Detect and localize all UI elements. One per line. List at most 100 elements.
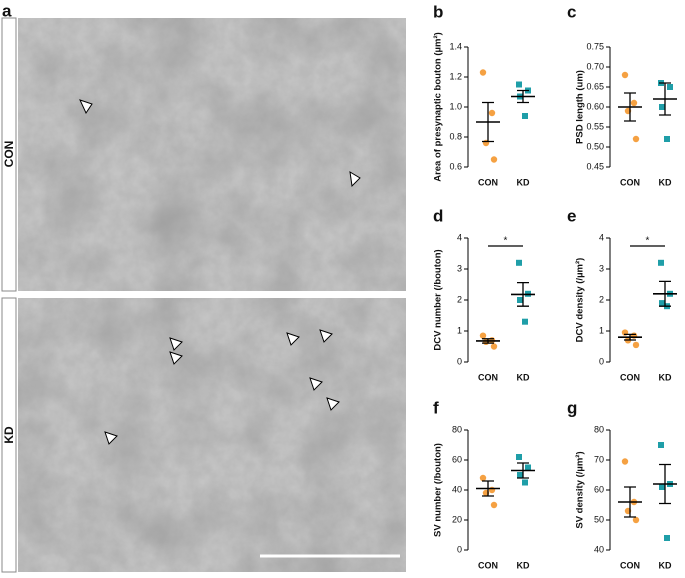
data-point [479,474,487,482]
data-point [630,99,638,107]
error-bar [482,101,494,143]
y-tick-label: 2 [457,294,462,304]
y-tick-label: 0.55 [586,121,604,131]
error-bar [482,338,494,344]
data-point [632,516,640,524]
x-tick-label: CON [620,372,640,382]
y-tick-label: 60 [452,454,462,464]
x-tick-label: CON [478,560,498,570]
data-point [516,454,522,460]
y-tick-label: 0.8 [449,131,462,141]
error-bar [659,82,671,116]
data-point [621,71,629,79]
x-tick-label: KD [659,372,672,382]
data-point [658,259,664,266]
y-axis-label: SV number (/bouton) [433,443,444,537]
x-tick-label: KD [659,560,672,570]
x-tick-label: CON [620,560,640,570]
error-bar [517,462,529,479]
data-point [516,259,522,266]
data-point [479,332,487,339]
y-tick-label: 0 [599,356,604,366]
em-image-kd [18,298,406,572]
data-point [659,484,665,490]
y-axis-label: PSD length (um) [575,70,586,144]
x-tick-label: CON [620,177,640,187]
y-tick-label: 60 [594,484,604,494]
x-tick-label: KD [659,177,672,187]
y-tick-label: 0 [457,544,462,554]
error-bar [624,92,636,122]
data-point [664,535,670,541]
row-label-box [1,297,17,573]
panel-letter: b [433,2,443,21]
significance-label: * [504,236,508,247]
y-tick-label: 0.6 [449,161,462,171]
x-tick-label: KD [517,177,530,187]
data-point [479,69,487,76]
y-axis-label: DCV number (/bouton) [433,249,444,350]
y-tick-label: 80 [452,424,462,434]
em-image-con [18,18,406,291]
panel-letter: e [567,206,576,225]
y-tick-label: 3 [457,263,462,273]
data-point [621,458,629,465]
y-axis-label: DCV density (/µm²) [575,258,586,343]
data-point [664,136,670,142]
error-bar [482,480,494,497]
y-tick-label: 4 [457,232,462,242]
y-tick-label: 1.2 [449,71,462,81]
row-label-box [1,17,17,292]
error-bar [517,281,529,307]
data-point [632,341,640,349]
data-point [490,156,498,163]
data-point [490,343,498,350]
data-point [517,297,523,303]
panel-letter: a [2,1,12,20]
y-tick-label: 1 [599,325,604,335]
y-axis-label: Area of presynaptic bouton (µm²) [433,32,444,182]
data-point [522,479,528,486]
y-tick-label: 3 [599,263,604,273]
y-tick-label: 0.50 [586,141,604,151]
panel-letter: f [433,398,439,417]
row-label: KD [2,426,16,444]
panel-letter: d [433,206,443,225]
error-bar [659,280,671,307]
x-tick-label: CON [478,177,498,187]
data-point [525,464,531,471]
panel-letter: c [567,2,576,21]
x-tick-label: CON [478,372,498,382]
x-tick-label: KD [517,560,530,570]
data-point [659,104,665,110]
data-point [490,501,498,509]
error-bar [659,463,671,505]
x-tick-label: KD [517,372,530,382]
y-tick-label: 50 [594,514,604,524]
significance-label: * [646,236,650,247]
y-tick-label: 1.4 [449,41,462,51]
y-tick-label: 70 [594,454,604,464]
data-point [488,109,496,117]
y-tick-label: 20 [452,514,462,524]
y-tick-label: 80 [594,424,604,434]
y-tick-label: 40 [594,544,604,554]
y-tick-label: 1 [457,325,462,335]
data-point [667,84,673,90]
error-bar [624,333,636,341]
data-point [516,81,522,88]
data-point [517,472,523,478]
data-point [659,300,665,307]
data-point [658,442,664,448]
y-tick-label: 40 [452,484,462,494]
error-bar [624,486,636,518]
panel-letter: g [567,398,577,417]
y-tick-label: 0.45 [586,161,604,171]
y-tick-label: 0 [457,356,462,366]
y-tick-label: 1.0 [449,101,462,111]
y-axis-label: SV density (/µm²) [575,451,586,528]
data-point [522,113,528,119]
data-point [632,135,640,143]
error-bar [517,89,529,104]
